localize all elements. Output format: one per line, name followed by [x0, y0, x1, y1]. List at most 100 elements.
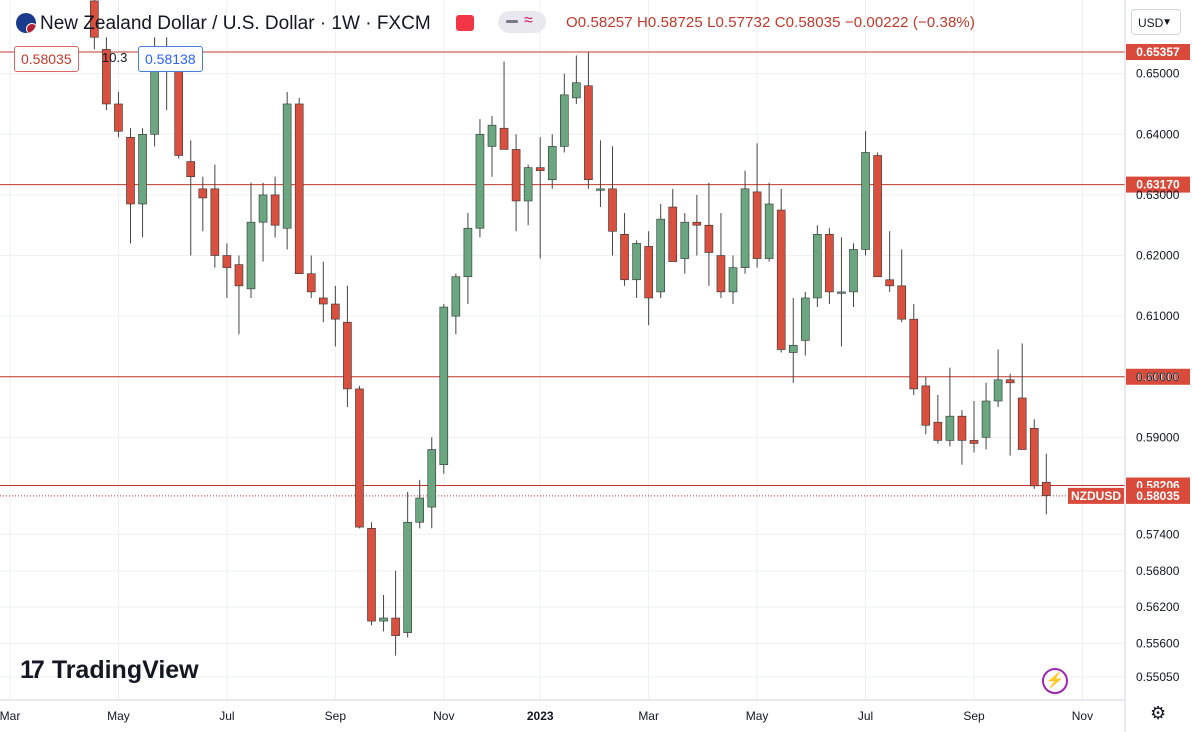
candle-down — [716, 213, 726, 298]
candle-up — [788, 297, 798, 383]
nz-flag-icon — [16, 13, 36, 33]
candle-down — [1029, 419, 1039, 489]
candle-up — [993, 349, 1003, 408]
x-tick-label: Sep — [325, 709, 347, 723]
candle-body — [692, 221, 702, 226]
candle-body — [740, 188, 750, 268]
candle-body — [933, 421, 943, 441]
candle-body — [608, 188, 617, 232]
candle-body — [668, 206, 678, 262]
tradingview-logo[interactable]: 17 TradingView — [20, 656, 199, 685]
candle-body — [728, 267, 738, 293]
candle-body — [343, 321, 352, 390]
level-label-bg — [1126, 368, 1190, 385]
symbol-title[interactable]: New Zealand Dollar / U.S. Dollar · 1W · … — [40, 13, 431, 34]
candle-body — [367, 528, 376, 622]
candle-up — [463, 213, 473, 305]
x-tick-label: 2023 — [527, 709, 554, 723]
candle-down — [343, 285, 352, 408]
candle-down — [969, 401, 979, 453]
candle-body — [318, 297, 328, 305]
candle-body — [487, 124, 497, 147]
candle-body — [764, 203, 774, 259]
candle-up — [439, 304, 449, 474]
candle-body — [632, 243, 641, 281]
candle-body — [584, 85, 593, 181]
candle-up — [403, 491, 412, 638]
candle-body — [861, 152, 870, 250]
ohlc-readout: O0.58257 H0.58725 L0.57732 C0.58035 −0.0… — [566, 14, 975, 31]
currency-select[interactable]: USD ▼ — [1131, 9, 1181, 35]
candle-up — [740, 170, 750, 274]
candle-up — [246, 182, 256, 298]
x-tick-label: Nov — [433, 709, 454, 723]
level-label: 0.60000 — [1136, 370, 1180, 384]
candle-down — [885, 231, 894, 292]
candle-body — [463, 227, 473, 278]
candle-down — [499, 61, 509, 150]
y-tick-label: 0.60000 — [1136, 370, 1180, 384]
candle-down — [511, 134, 521, 232]
candle-up — [547, 134, 557, 189]
candle-body — [475, 133, 485, 229]
candle-body — [1042, 481, 1051, 496]
logo-text: TradingView — [51, 656, 199, 684]
spread-value: 10.3 — [102, 50, 128, 65]
x-tick-label: Mar — [638, 709, 659, 723]
candle-down — [270, 176, 280, 238]
lightning-icon[interactable]: ⚡ — [1042, 668, 1068, 694]
buy-button[interactable]: 0.58138 — [138, 46, 203, 72]
candle-down — [174, 61, 183, 159]
y-tick-label: 0.55050 — [1136, 670, 1180, 684]
x-tick-label: Jul — [219, 709, 234, 723]
last-price-label: 0.58035 — [1136, 489, 1180, 503]
candle-down — [294, 97, 304, 275]
candle-body — [114, 103, 123, 132]
candle-down — [306, 255, 316, 298]
y-tick-label: 0.55600 — [1136, 637, 1180, 651]
candle-down — [1005, 373, 1015, 456]
chart-header: New Zealand Dollar / U.S. Dollar · 1W · … — [0, 0, 1125, 46]
camera-icon[interactable] — [456, 15, 474, 31]
candle-body — [596, 188, 605, 191]
candle-body — [885, 279, 894, 287]
candle-body — [234, 264, 244, 287]
candle-body — [873, 155, 882, 278]
candle-body — [813, 234, 822, 299]
candle-up — [849, 243, 858, 308]
candle-up — [258, 182, 268, 262]
candle-up — [981, 382, 991, 450]
candle-body — [716, 255, 726, 293]
x-tick-label: Nov — [1072, 709, 1093, 723]
candle-up — [656, 203, 666, 298]
compare-icon[interactable]: ≈ — [498, 11, 546, 33]
candle-body — [246, 221, 256, 290]
candle-down — [102, 37, 111, 111]
candle-down — [933, 394, 943, 444]
candle-up — [572, 55, 581, 104]
time-axis: Mar May Jul Sep Nov 2023 Mar May Jul Sep Nov — [0, 699, 1125, 723]
candle-down — [957, 410, 967, 465]
candle-body — [138, 133, 147, 205]
x-tick-label: Jul — [858, 709, 873, 723]
y-tick-label: 0.64000 — [1136, 127, 1180, 141]
candle-body — [174, 64, 183, 156]
candle-down — [825, 228, 834, 305]
y-tick-label: 0.56800 — [1136, 564, 1180, 578]
candle-up — [764, 182, 774, 262]
y-tick-label: 0.65000 — [1136, 67, 1180, 81]
candle-body — [572, 82, 581, 99]
candle-down — [620, 213, 629, 286]
candle-up — [632, 240, 641, 298]
candle-body — [800, 297, 810, 341]
candle-up — [945, 367, 955, 447]
candle-up — [379, 595, 388, 632]
candle-body — [921, 385, 931, 426]
candle-down — [668, 188, 678, 262]
settings-gear-icon[interactable]: ⚙ — [1150, 703, 1167, 723]
candle-body — [90, 0, 99, 38]
candle-down — [126, 128, 135, 244]
candle-body — [945, 415, 955, 441]
sell-button[interactable]: 0.58035 — [14, 46, 79, 72]
